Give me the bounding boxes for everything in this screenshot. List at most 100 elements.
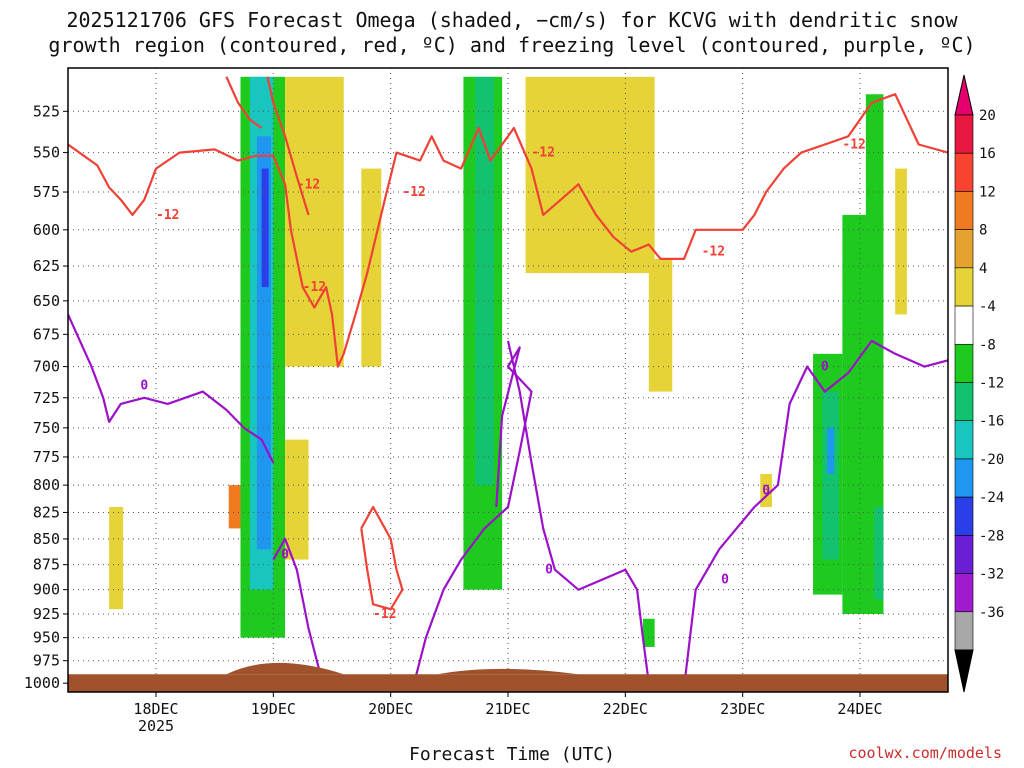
colorbar-label: 16 (979, 146, 996, 162)
colorbar-label: -8 (979, 337, 996, 353)
y-tick-label: 750 (33, 419, 60, 437)
colorbar-label: 12 (979, 184, 996, 200)
dendritic-contour-label: -12 (303, 280, 326, 295)
x-tick-label: 23DEC (720, 700, 765, 718)
omega-region (109, 507, 124, 610)
omega-region (261, 168, 269, 288)
x-tick-year: 2025 (138, 717, 174, 735)
y-tick-label: 900 (33, 581, 60, 599)
terrain-ridge (226, 662, 344, 675)
colorbar-swatch (954, 343, 974, 383)
omega-region (760, 473, 772, 508)
colorbar-swatch (954, 611, 974, 651)
colorbar-swatch (954, 382, 974, 422)
dendritic-contour (266, 76, 310, 216)
y-tick-label: 700 (33, 358, 60, 376)
y-tick-label: 925 (33, 605, 60, 623)
x-tick-label: 19DEC (251, 700, 296, 718)
freezing-level-contour-label: 0 (281, 547, 289, 562)
colorbar-label: -28 (979, 528, 1004, 544)
omega-region (475, 76, 494, 486)
freezing-level-contours (68, 313, 948, 688)
y-tick-label: 875 (33, 556, 60, 574)
colorbar-bottom-arrow (954, 649, 974, 693)
y-tick-label: 575 (33, 183, 60, 201)
colorbar-label: -32 (979, 567, 1004, 583)
dendritic-contour-label: -12 (156, 208, 179, 223)
freezing-level-contour-label: 0 (821, 360, 829, 375)
omega-region (228, 485, 241, 529)
omega-region (642, 618, 655, 647)
omega-region (648, 258, 673, 392)
x-tick-label: 18DEC (133, 700, 178, 718)
freezing-level-contour-label: 0 (721, 573, 729, 588)
colorbar-label: 4 (979, 261, 987, 277)
y-tick-label: 550 (33, 144, 60, 162)
dendritic-contour-label: -12 (702, 245, 725, 260)
colorbar-swatch (954, 229, 974, 269)
freezing-level-contour-label: 0 (762, 484, 770, 499)
colorbar-swatch (954, 191, 974, 230)
omega-region (525, 76, 655, 274)
omega-region (822, 391, 839, 560)
colorbar-swatch (954, 458, 974, 498)
freezing-level-contour-label: 0 (140, 378, 148, 393)
colorbar-label: -12 (979, 376, 1004, 392)
chart-title-line2: growth region (contoured, red, ºC) and f… (48, 33, 976, 57)
x-tick-label: 21DEC (485, 700, 530, 718)
colorbar: 20 16 12 8 4 -4 -8 -12 -16 -20 -24 -28 -32 -36 (954, 74, 1004, 693)
y-tick-label: 1000 (24, 674, 60, 692)
terrain-base (68, 674, 948, 692)
dendritic-contour-label: -12 (531, 146, 554, 161)
colorbar-label: -20 (979, 452, 1004, 468)
omega-region (895, 168, 907, 315)
colorbar-label: -36 (979, 605, 1004, 621)
colorbar-swatch (954, 420, 974, 460)
freezing-level-contour (68, 313, 275, 464)
colorbar-swatch (954, 267, 974, 307)
y-tick-label: 850 (33, 530, 60, 548)
x-tick-label: 20DEC (368, 700, 413, 718)
omega-region (827, 427, 835, 474)
pressure-axis: 525 550 575 600 625 650 675 700 725 750 775 800 825 8… (24, 102, 68, 692)
colorbar-swatch (954, 114, 974, 154)
y-tick-label: 675 (33, 325, 60, 343)
colorbar-label: -16 (979, 414, 1004, 430)
x-tick-label: 24DEC (837, 700, 882, 718)
y-tick-label: 725 (33, 389, 60, 407)
credit-link[interactable]: coolwx.com/models (848, 744, 1002, 762)
y-tick-label: 800 (33, 476, 60, 494)
x-axis-title: Forecast Time (UTC) (409, 744, 615, 765)
omega-region (865, 94, 884, 230)
grid-lines (68, 68, 948, 692)
freezing-level-contour-label: 0 (545, 563, 553, 578)
y-tick-label: 950 (33, 629, 60, 647)
colorbar-swatch (954, 152, 974, 192)
colorbar-label: 20 (979, 108, 996, 124)
freezing-level-contour (682, 339, 948, 688)
omega-shading-layer (109, 76, 907, 647)
freezing-level-contour (272, 537, 322, 675)
colorbar-top-arrow (954, 74, 974, 116)
y-tick-label: 600 (33, 221, 60, 239)
dendritic-contour-label: -12 (373, 607, 396, 622)
colorbar-swatch (954, 496, 974, 536)
contour-labels: -12 -12 -12 -12 -12 -12 -12 -12 0 0 0 0 0 0 (140, 137, 866, 621)
chart-title-line1: 2025121706 GFS Forecast Omega (shaded, −… (66, 8, 958, 32)
colorbar-label: -24 (979, 490, 1004, 506)
terrain-ridge (437, 668, 579, 675)
colorbar-swatch (954, 305, 974, 345)
omega-region (874, 507, 884, 600)
y-tick-label: 625 (33, 257, 60, 275)
omega-region (285, 439, 309, 560)
colorbar-label: -4 (979, 299, 996, 315)
omega-region (361, 168, 382, 367)
omega-region (285, 76, 344, 367)
y-tick-label: 775 (33, 448, 60, 466)
terrain-fill (68, 662, 948, 692)
dendritic-contour (225, 76, 263, 129)
freezing-level-contour (506, 340, 650, 684)
dendritic-contour (360, 505, 404, 611)
